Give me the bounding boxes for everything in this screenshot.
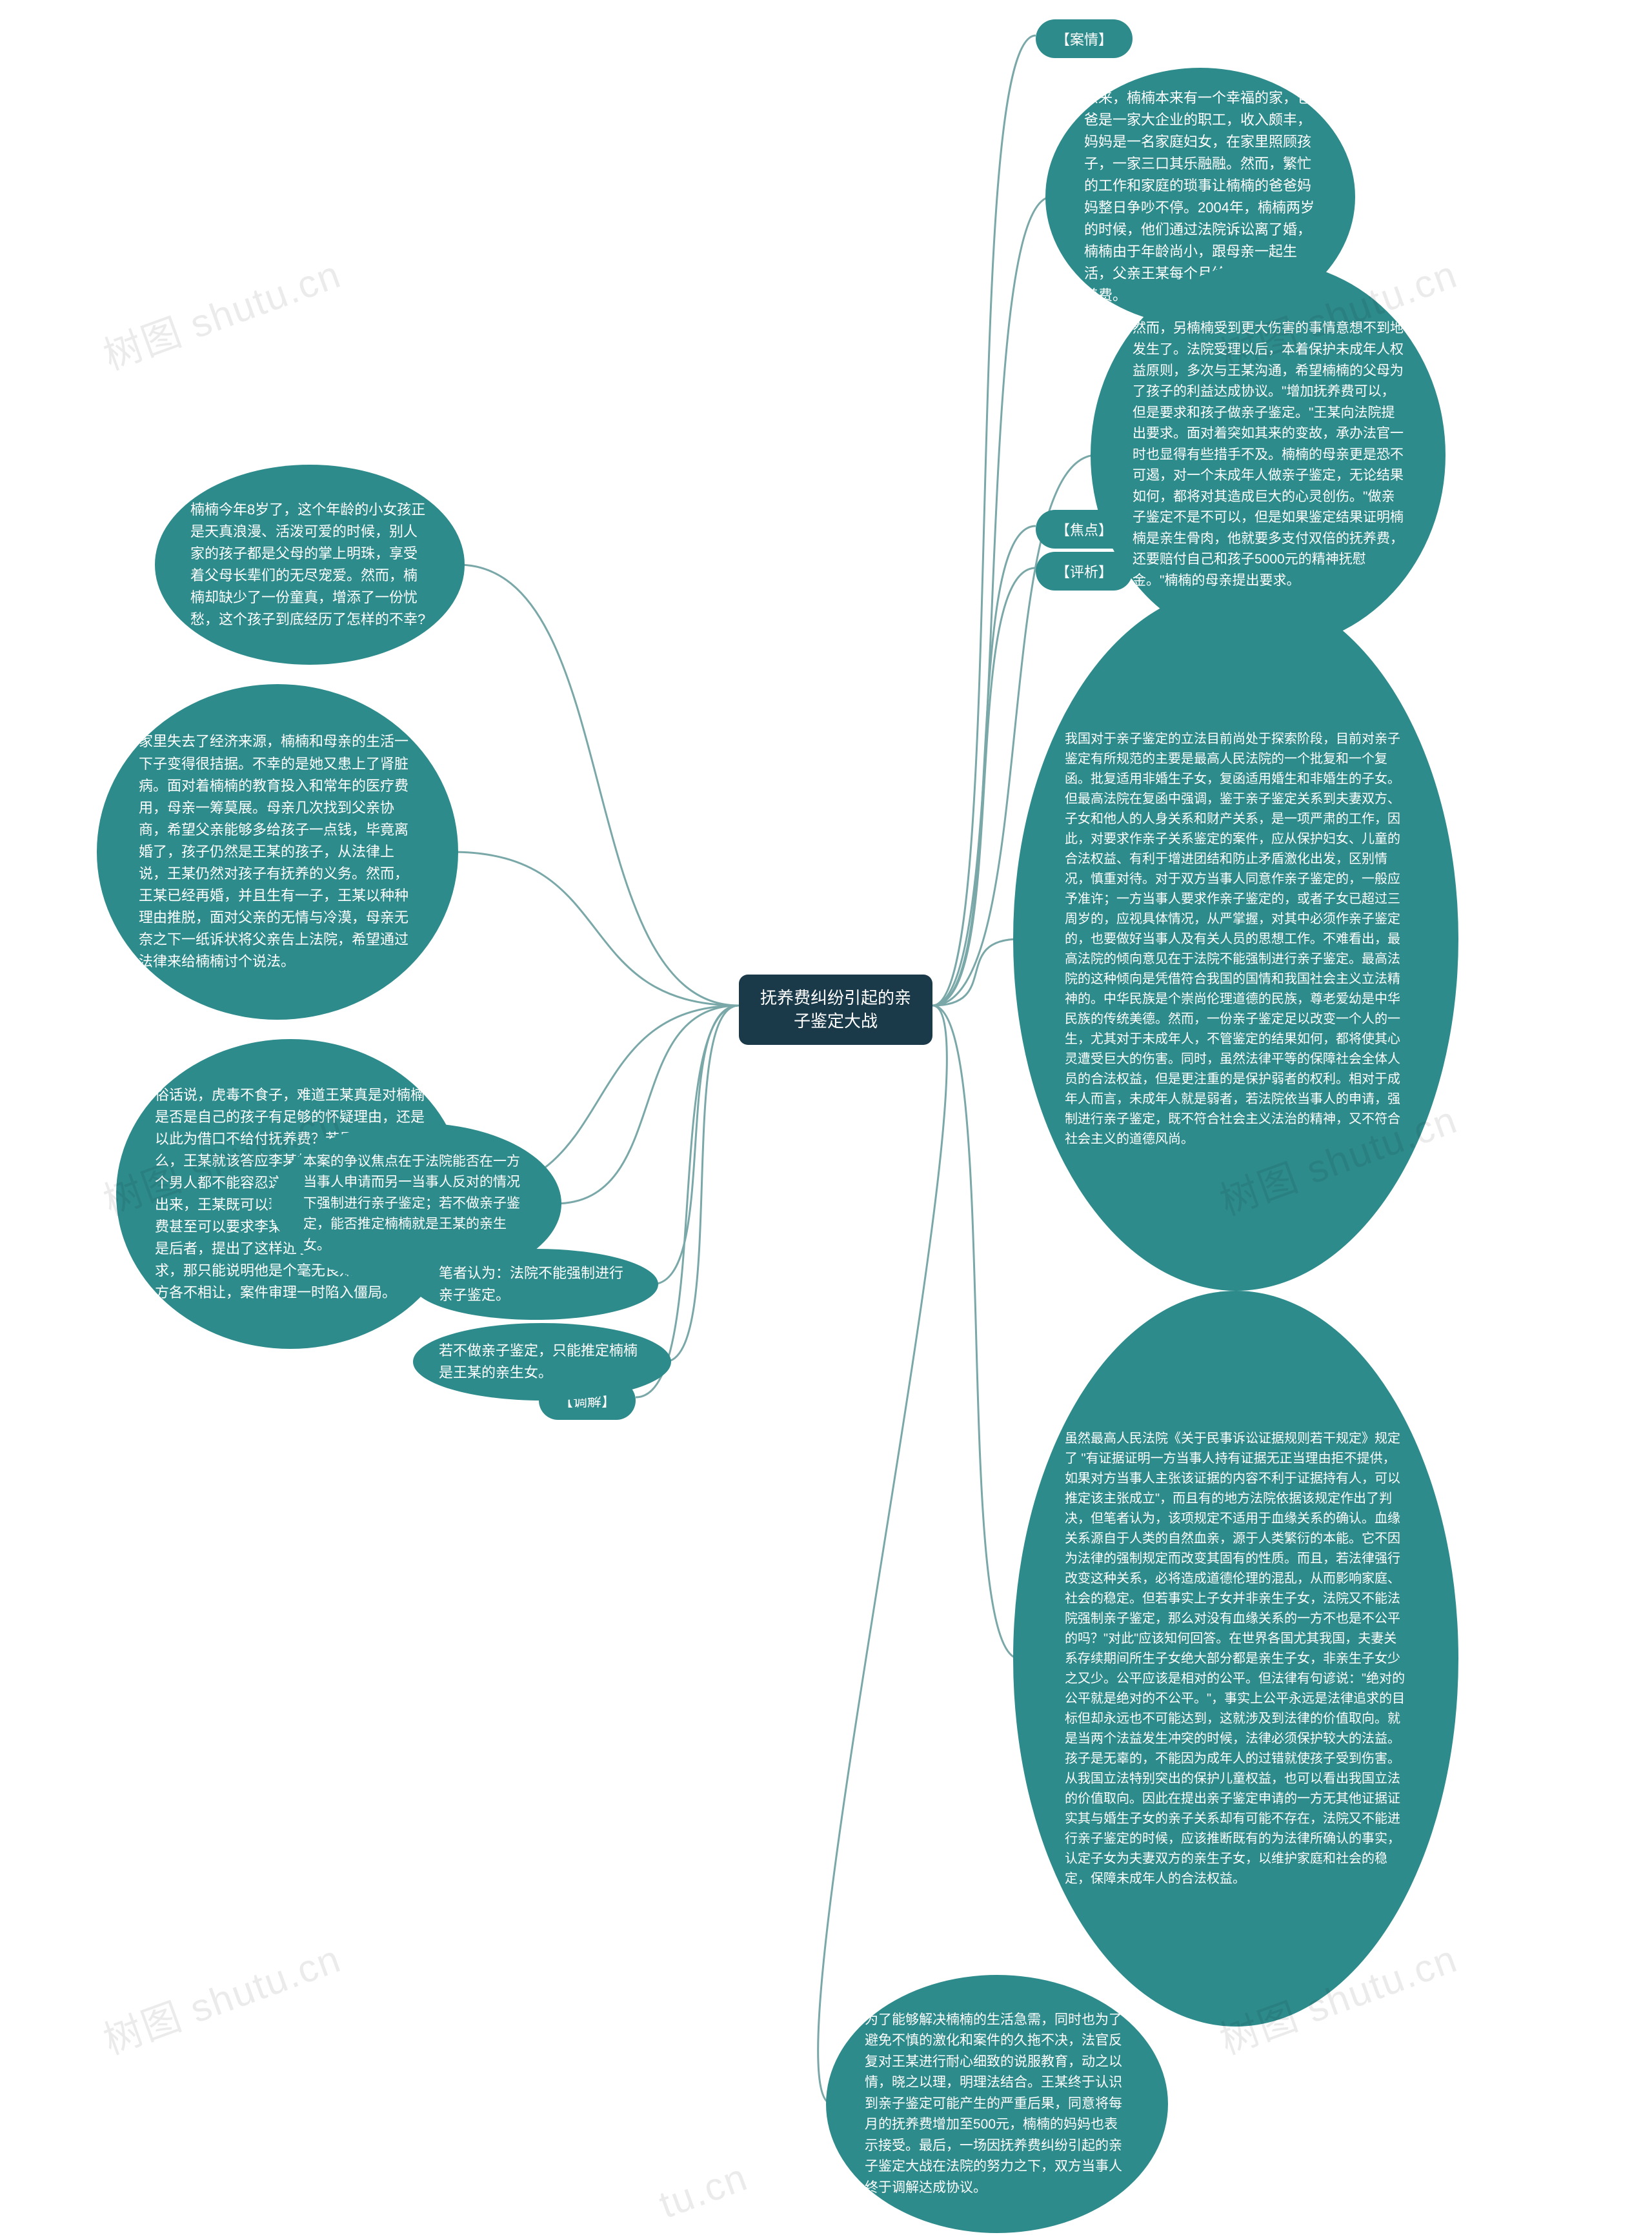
right-5: 为了能够解决楠楠的生活急需，同时也为了避免不慎的激化和案件的久拖不决，法官反复对…	[826, 1975, 1168, 2233]
left-6: 若不做亲子鉴定，只能推定楠楠是王某的亲生女。	[413, 1323, 671, 1401]
left-1: 楠楠今年8岁了，这个年龄的小女孩正是天真浪漫、活泼可爱的时候，别人家的孩子都是父…	[155, 465, 465, 665]
left-2: 家里失去了经济来源，楠楠和母亲的生活一下子变得很拮据。不幸的是她又患上了肾脏病。…	[97, 684, 458, 1020]
right-5-text: 为了能够解决楠楠的生活急需，同时也为了避免不慎的激化和案件的久拖不决，法官反复对…	[865, 2010, 1129, 2199]
left-1-text: 楠楠今年8岁了，这个年龄的小女孩正是天真浪漫、活泼可爱的时候，别人家的孩子都是父…	[190, 499, 429, 631]
center-node-label: 抚养费纠纷引起的亲子鉴定大战	[760, 988, 911, 1031]
tag-case-label: 【案情】	[1056, 32, 1113, 48]
left-2-text: 家里失去了经济来源，楠楠和母亲的生活一下子变得很拮据。不幸的是她又患上了肾脏病。…	[139, 731, 416, 973]
right-4-text: 虽然最高人民法院《关于民事诉讼证据规则若干规定》规定了 "有证据证明一方当事人持…	[1065, 1429, 1407, 1889]
center-node: 抚养费纠纷引起的亲子鉴定大战	[739, 975, 932, 1045]
left-6-text: 若不做亲子鉴定，只能推定楠楠是王某的亲生女。	[439, 1340, 645, 1384]
tag-case: 【案情】	[1036, 19, 1133, 58]
right-2-text: 然而，另楠楠受到更大伤害的事情意想不到地发生了。法院受理以后，本着保护未成年人权…	[1133, 318, 1404, 591]
right-3-text: 我国对于亲子鉴定的立法目前尚处于探索阶段，目前对亲子鉴定有所规范的主要是最高人民…	[1065, 729, 1407, 1149]
tag-analysis-label: 【评析】	[1056, 564, 1113, 580]
left-5: 笔者认为：法院不能强制进行亲子鉴定。	[413, 1249, 658, 1320]
right-4: 虽然最高人民法院《关于民事诉讼证据规则若干规定》规定了 "有证据证明一方当事人持…	[1013, 1291, 1458, 2027]
left-4-text: 本案的争议焦点在于法院能否在一方当事人申请而另一当事人反对的情况下强制进行亲子鉴…	[303, 1151, 529, 1257]
right-3: 我国对于亲子鉴定的立法目前尚处于探索阶段，目前对亲子鉴定有所规范的主要是最高人民…	[1013, 587, 1458, 1291]
left-5-text: 笔者认为：法院不能强制进行亲子鉴定。	[439, 1262, 632, 1306]
